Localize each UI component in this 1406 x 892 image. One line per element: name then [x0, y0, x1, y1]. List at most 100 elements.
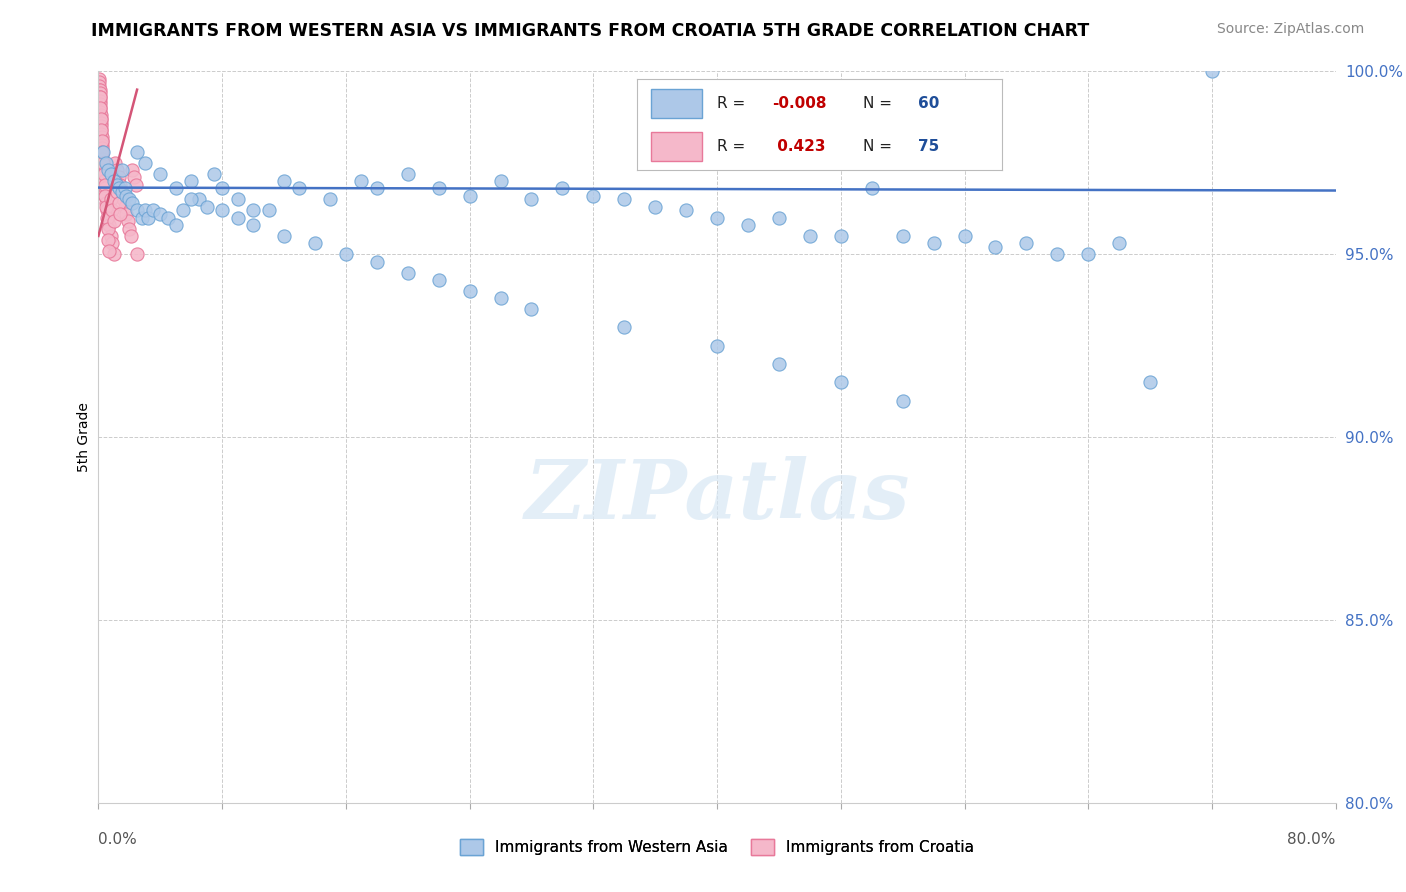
Point — [613, 320, 636, 334]
Point — [1108, 236, 1130, 251]
Point — [107, 170, 129, 185]
Point — [91, 160, 114, 174]
Point — [96, 196, 118, 211]
Point — [489, 174, 512, 188]
Point — [165, 218, 187, 232]
Point — [93, 181, 115, 195]
Text: ZIPatlas: ZIPatlas — [524, 456, 910, 535]
Text: 80.0%: 80.0% — [1288, 832, 1336, 847]
Point — [118, 221, 141, 235]
Point — [117, 214, 139, 228]
Point — [91, 156, 114, 170]
Point — [100, 193, 122, 207]
Point — [111, 185, 132, 199]
Point — [257, 203, 280, 218]
Point — [644, 200, 666, 214]
Point — [91, 145, 114, 159]
Point — [89, 90, 111, 104]
Point — [89, 101, 111, 115]
Point — [335, 247, 357, 261]
Point — [830, 229, 852, 244]
Point — [89, 78, 111, 93]
Point — [149, 167, 172, 181]
Point — [211, 203, 233, 218]
Point — [97, 233, 120, 247]
Point — [91, 148, 114, 162]
Point — [165, 181, 187, 195]
Point — [101, 203, 124, 218]
Point — [131, 211, 153, 225]
Point — [89, 101, 111, 115]
Point — [134, 203, 156, 218]
Point — [458, 188, 481, 202]
Point — [121, 196, 143, 211]
Point — [98, 218, 121, 232]
Point — [90, 127, 112, 141]
Point — [91, 163, 114, 178]
Point — [1046, 247, 1069, 261]
Point — [157, 211, 180, 225]
Point — [101, 236, 124, 251]
Point — [104, 174, 127, 188]
Point — [94, 188, 117, 202]
Point — [180, 193, 202, 207]
Point — [124, 178, 146, 192]
Point — [96, 156, 118, 170]
Point — [520, 302, 543, 317]
Point — [91, 145, 114, 159]
Point — [105, 178, 128, 192]
Point — [427, 181, 450, 195]
Point — [922, 236, 945, 251]
Point — [242, 203, 264, 218]
Point — [111, 185, 132, 199]
Point — [396, 266, 419, 280]
Point — [90, 112, 112, 126]
Point — [103, 247, 125, 261]
Point — [115, 188, 138, 202]
Text: IMMIGRANTS FROM WESTERN ASIA VS IMMIGRANTS FROM CROATIA 5TH GRADE CORRELATION CH: IMMIGRANTS FROM WESTERN ASIA VS IMMIGRAN… — [91, 22, 1090, 40]
Point — [319, 193, 342, 207]
Point — [204, 167, 226, 181]
Point — [91, 156, 114, 170]
Point — [90, 134, 112, 148]
Text: Source: ZipAtlas.com: Source: ZipAtlas.com — [1216, 22, 1364, 37]
Point — [675, 203, 697, 218]
Point — [1077, 247, 1099, 261]
Point — [195, 200, 218, 214]
Point — [115, 207, 138, 221]
Point — [87, 75, 110, 89]
Point — [104, 156, 127, 170]
Point — [108, 207, 131, 221]
Point — [90, 130, 112, 145]
Point — [89, 83, 111, 97]
Point — [737, 218, 759, 232]
Point — [107, 181, 129, 195]
Point — [90, 108, 112, 122]
Point — [520, 193, 543, 207]
Point — [94, 188, 117, 202]
Point — [1015, 236, 1038, 251]
Point — [118, 193, 141, 207]
Point — [582, 188, 605, 202]
Point — [89, 104, 111, 119]
Point — [107, 196, 129, 211]
Point — [91, 145, 114, 159]
Point — [121, 163, 143, 178]
Point — [1201, 64, 1223, 78]
Point — [273, 229, 295, 244]
Point — [427, 273, 450, 287]
Point — [91, 141, 114, 155]
Point — [768, 211, 790, 225]
Point — [112, 193, 135, 207]
Point — [242, 218, 264, 232]
Point — [551, 181, 574, 195]
Point — [89, 94, 111, 108]
Point — [122, 170, 145, 185]
Point — [127, 247, 149, 261]
Point — [91, 167, 114, 181]
Point — [91, 152, 114, 166]
Point — [706, 339, 728, 353]
Point — [105, 163, 128, 178]
Point — [489, 291, 512, 305]
Point — [141, 203, 165, 218]
